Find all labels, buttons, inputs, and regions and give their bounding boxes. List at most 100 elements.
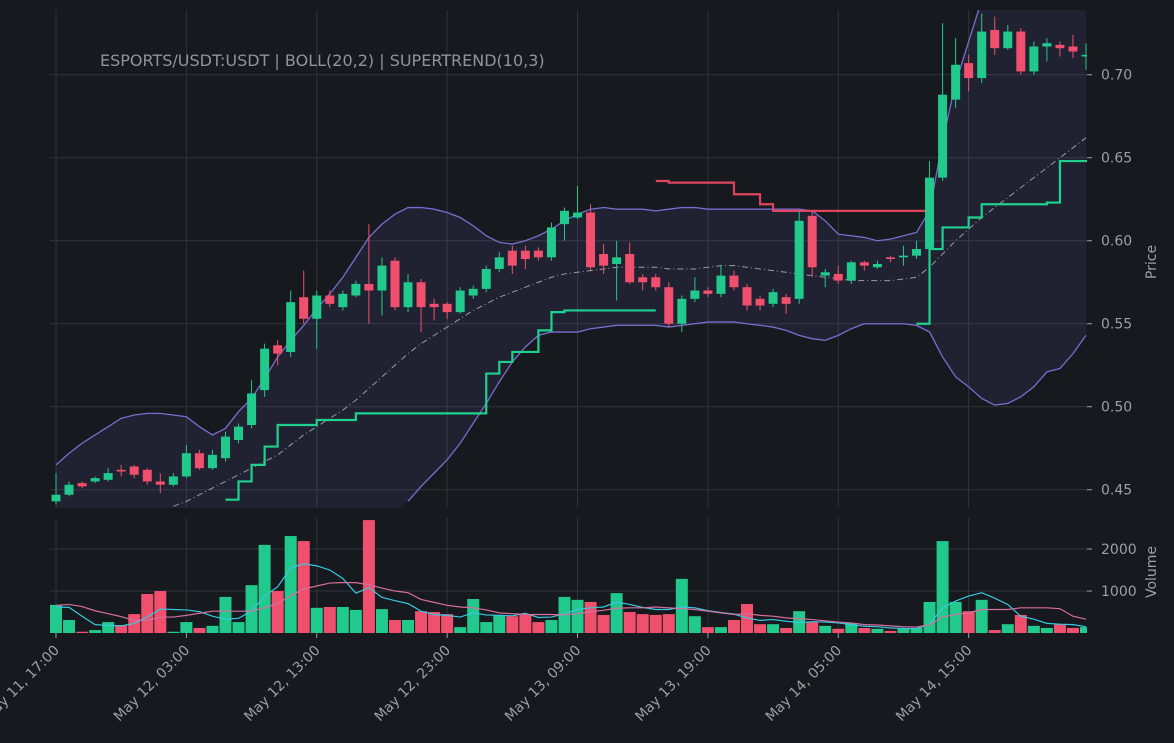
candle-body [716, 275, 726, 294]
candle-body [325, 295, 335, 304]
candle-body [455, 290, 465, 313]
candle-body [468, 288, 478, 296]
volume-bar [245, 585, 258, 633]
volume-bar [388, 619, 401, 633]
y-tick-label: 0.60 [1101, 234, 1132, 250]
candle-body [103, 473, 113, 480]
candle-body [1055, 44, 1065, 49]
volume-bar [1027, 625, 1040, 633]
candle-body [546, 227, 556, 258]
volume-bar [1053, 624, 1066, 633]
candle-body [573, 212, 583, 218]
candle-body [807, 215, 817, 268]
candle-body [664, 287, 674, 324]
candle-body [925, 177, 935, 250]
volume-bar [714, 627, 727, 633]
candle-body [703, 290, 713, 294]
volume-bar [910, 627, 923, 633]
y-tick-label: 0.45 [1101, 483, 1132, 499]
volume-panel [50, 520, 1087, 633]
candle-body [742, 287, 752, 306]
candle-body [951, 64, 961, 100]
volume-bar [493, 614, 506, 633]
volume-bar [545, 619, 558, 633]
band-line [55, 10, 980, 466]
y-axis-label: Volume [1144, 546, 1160, 598]
volume-bar [701, 627, 714, 633]
x-tick-label: May 13, 19:00 [632, 643, 714, 725]
volume-bar [50, 604, 62, 633]
volume-bar [1001, 624, 1014, 633]
candle-body [690, 290, 700, 299]
volume-bar [89, 630, 102, 633]
candle-body [129, 466, 139, 475]
price-panel [51, 10, 1087, 508]
candle-body [872, 263, 882, 268]
candle-body [938, 94, 948, 178]
volume-bar [415, 611, 428, 633]
candle-body [651, 277, 661, 288]
candle-body [898, 255, 908, 258]
candle-body [116, 469, 126, 472]
volume-bar [610, 593, 623, 633]
x-tick-label: May 11, 17:00 [0, 643, 63, 725]
volume-bar [597, 614, 610, 633]
volume-bar [219, 596, 232, 633]
volume-bar [767, 624, 780, 633]
volume-average [55, 563, 1087, 630]
x-tick-label: May 12, 23:00 [372, 643, 454, 725]
volume-bar [297, 541, 310, 633]
volume-bar [897, 628, 910, 633]
volume-bar [180, 622, 193, 633]
volume-bar [193, 627, 206, 633]
candle-body [312, 295, 322, 319]
volume-bar [988, 630, 1001, 633]
supertrend-line [655, 179, 930, 212]
volume-bar [741, 604, 754, 633]
y-tick-label: 2000 [1101, 542, 1137, 558]
candle-body [481, 268, 491, 289]
candle-body [755, 298, 765, 306]
volume-bar [506, 616, 519, 633]
y-tick-label: 0.70 [1101, 68, 1132, 84]
volume-bar [258, 544, 271, 633]
candle-body [51, 494, 61, 502]
volume-bar [63, 619, 76, 633]
x-tick-label: May 13, 09:00 [502, 643, 584, 725]
candle-body [912, 249, 922, 256]
x-tick-label: May 12, 13:00 [241, 643, 323, 725]
candle-body [677, 298, 687, 324]
volume-bar [780, 627, 793, 633]
candle-body [299, 297, 309, 319]
volume-bar [454, 627, 467, 633]
candle-body [260, 348, 270, 391]
volume-bar [349, 609, 362, 633]
candle-body [520, 250, 530, 259]
y-tick-label: 0.50 [1101, 400, 1132, 416]
candle-body [1029, 46, 1039, 72]
candle-body [168, 476, 178, 485]
volume-bar [636, 614, 649, 633]
volume-bar [519, 614, 532, 633]
volume-bar [845, 622, 858, 633]
candle-body [794, 220, 804, 299]
candle-body [559, 210, 569, 225]
volume-bar [754, 624, 767, 633]
volume-bar [884, 630, 897, 633]
volume-bar [102, 622, 115, 633]
x-tick-label: May 12, 03:00 [111, 643, 193, 725]
candle-body [1068, 46, 1078, 52]
candle-body [846, 262, 856, 281]
volume-bar [480, 622, 493, 633]
volume-average [55, 582, 1087, 628]
volume-bar [1080, 627, 1087, 633]
candle-body [364, 283, 374, 291]
candle-body [612, 257, 622, 264]
volume-bar [271, 591, 284, 633]
candle-body [885, 257, 895, 259]
candle-body [390, 260, 400, 308]
volume-bar [584, 601, 597, 633]
candle-body [533, 250, 543, 258]
